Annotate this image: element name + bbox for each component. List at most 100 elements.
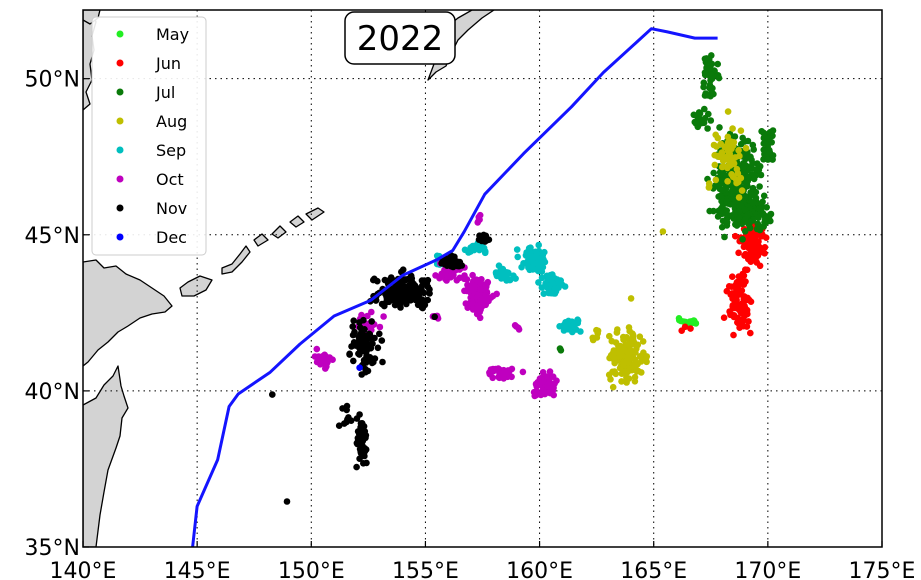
point-aug — [736, 152, 743, 160]
point-jul — [701, 105, 708, 113]
point-jun — [743, 323, 751, 330]
point-nov — [339, 405, 346, 412]
point-jun — [745, 251, 753, 258]
point-aug — [618, 370, 626, 378]
point-aug — [735, 147, 742, 154]
point-aug — [718, 163, 726, 171]
hokkaido-landmass — [83, 259, 173, 367]
legend-label-oct: Oct — [156, 170, 184, 189]
point-sep — [510, 272, 517, 280]
point-jun — [758, 233, 765, 240]
point-jul — [706, 81, 714, 89]
point-jul — [703, 64, 710, 71]
point-nov — [353, 463, 360, 471]
point-nov — [360, 333, 368, 340]
point-nov — [269, 391, 276, 398]
point-nov — [362, 359, 370, 366]
point-aug — [728, 158, 735, 165]
y-tick-label: 40°N — [25, 380, 80, 405]
point-nov — [351, 339, 358, 347]
point-jun — [736, 288, 743, 296]
point-nov — [362, 365, 369, 373]
point-aug — [593, 334, 601, 341]
point-sep — [469, 242, 477, 250]
point-nov — [378, 300, 386, 308]
point-aug — [643, 353, 651, 360]
point-aug — [620, 336, 627, 344]
point-nov — [376, 330, 383, 338]
point-jul — [710, 207, 717, 215]
route-line-group — [191, 27, 718, 547]
point-sep — [514, 253, 521, 261]
point-jul — [766, 148, 773, 156]
point-aug — [714, 134, 722, 142]
legend-marker-nov — [116, 204, 124, 212]
point-oct — [376, 323, 384, 331]
point-nov — [420, 289, 428, 297]
point-oct — [549, 387, 557, 394]
point-jul — [731, 133, 739, 140]
kuril-island-6 — [305, 207, 325, 221]
point-nov — [411, 295, 419, 302]
point-aug — [742, 144, 750, 152]
x-tick-label: 165°E — [620, 559, 687, 580]
point-oct — [473, 310, 481, 318]
point-jun — [681, 323, 689, 331]
point-jul — [557, 347, 565, 354]
point-aug — [712, 176, 720, 184]
point-aug — [606, 332, 613, 340]
point-jul — [760, 192, 768, 200]
point-oct — [475, 216, 483, 224]
point-jul — [699, 117, 706, 125]
point-aug — [613, 329, 621, 336]
x-tick-label: 150°E — [278, 559, 345, 580]
point-jul — [719, 186, 727, 194]
kuril-island-5 — [289, 215, 305, 228]
point-jul — [708, 75, 716, 82]
point-nov — [354, 436, 362, 444]
point-nov — [356, 324, 364, 331]
point-aug — [634, 341, 642, 349]
point-jun — [761, 244, 769, 251]
point-jul — [750, 175, 758, 183]
point-sep — [481, 249, 489, 257]
point-jun — [744, 294, 751, 302]
point-oct — [368, 308, 375, 316]
point-oct — [544, 382, 551, 390]
point-nov — [347, 417, 355, 425]
legend-label-sep: Sep — [156, 141, 186, 160]
point-jul — [718, 177, 725, 184]
point-oct — [498, 371, 506, 378]
point-jun — [730, 331, 737, 339]
point-aug — [659, 228, 667, 235]
point-aug — [611, 357, 618, 365]
point-aug — [729, 125, 736, 132]
point-jul — [744, 219, 751, 226]
point-oct — [475, 291, 482, 299]
legend-label-jul: Jul — [155, 83, 175, 102]
legend-label-jun: Jun — [155, 54, 181, 73]
point-aug — [725, 147, 732, 155]
point-nov — [447, 262, 455, 270]
point-jul — [703, 91, 711, 99]
point-jun — [747, 329, 754, 337]
kuril-island-3 — [253, 233, 269, 247]
point-aug — [711, 161, 719, 169]
point-jul — [769, 127, 777, 134]
point-aug — [729, 173, 737, 181]
point-oct — [463, 276, 471, 283]
point-sep — [539, 252, 547, 259]
point-jul — [767, 210, 775, 218]
legend-label-nov: Nov — [156, 199, 187, 218]
point-oct — [461, 287, 468, 295]
chart-title: 2022 — [357, 19, 444, 59]
point-nov — [424, 283, 432, 291]
point-jul — [765, 135, 773, 142]
point-aug — [593, 326, 600, 334]
point-jun — [728, 311, 735, 318]
point-nov — [478, 237, 486, 245]
point-may — [675, 315, 683, 322]
point-jun — [750, 249, 758, 257]
point-oct — [469, 287, 477, 294]
point-nov — [350, 357, 357, 365]
